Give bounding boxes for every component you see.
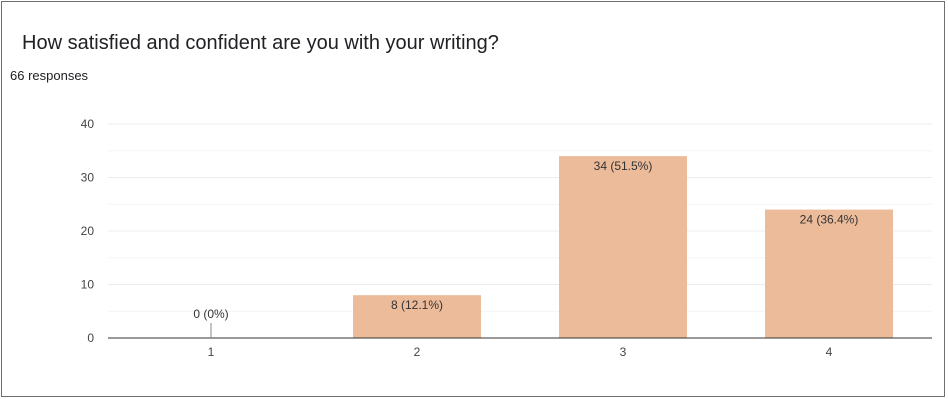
y-tick-label: 10	[81, 278, 95, 292]
data-label: 24 (36.4%)	[800, 213, 859, 227]
data-label: 34 (51.5%)	[594, 159, 653, 173]
bars	[353, 156, 893, 338]
x-tick-label: 3	[620, 345, 627, 359]
question-title: How satisfied and confident are you with…	[22, 32, 499, 54]
bar	[559, 156, 687, 338]
data-label: 0 (0%)	[193, 307, 228, 321]
x-tick-label: 1	[208, 345, 215, 359]
data-labels: 0 (0%) 8 (12.1%) 34 (51.5%) 24 (36.4%)	[193, 159, 858, 338]
x-tick-label: 4	[826, 345, 833, 359]
y-tick-label: 40	[81, 117, 95, 131]
x-tick-label: 2	[414, 345, 421, 359]
data-label: 8 (12.1%)	[391, 298, 443, 312]
bar	[765, 209, 893, 338]
y-tick-label: 0	[87, 331, 94, 345]
y-tick-label: 20	[81, 224, 95, 238]
response-count: 66 responses	[10, 68, 89, 83]
y-axis-ticks: 0 10 20 30 40	[81, 117, 95, 345]
x-axis-ticks: 1 2 3 4	[208, 345, 833, 359]
y-tick-label: 30	[81, 171, 95, 185]
bar	[353, 295, 481, 338]
